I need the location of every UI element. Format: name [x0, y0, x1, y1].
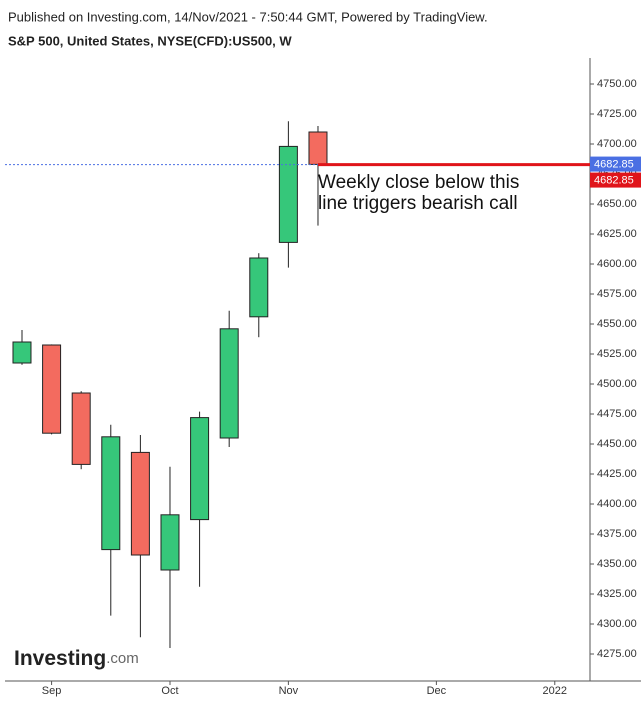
candle-body — [101, 436, 121, 551]
y-tick-label: 4425.00 — [597, 468, 637, 480]
x-tick-label: Nov — [279, 685, 299, 697]
candle-body — [190, 417, 210, 521]
y-tick-label: 4475.00 — [597, 408, 637, 420]
y-tick-label: 4375.00 — [597, 528, 637, 540]
y-tick-label: 4400.00 — [597, 498, 637, 510]
candle-body — [42, 344, 62, 434]
y-tick-label: 4750.00 — [597, 78, 637, 90]
candle-body — [308, 131, 328, 165]
logo: Investing.com — [14, 647, 139, 670]
candle-body — [160, 514, 180, 571]
y-tick-label: 4450.00 — [597, 438, 637, 450]
x-tick-label: 2022 — [543, 685, 567, 697]
candle-body — [130, 451, 150, 556]
y-tick-label: 4275.00 — [597, 648, 637, 660]
last-price-box — [590, 156, 641, 172]
level-box — [590, 172, 641, 188]
chart-title: S&P 500, United States, NYSE(CFD):US500,… — [8, 33, 292, 48]
y-tick-label: 4650.00 — [597, 198, 637, 210]
header: Published on Investing.com, 14/Nov/2021 … — [8, 9, 488, 24]
y-tick-label: 4500.00 — [597, 378, 637, 390]
x-tick-label: Sep — [42, 685, 62, 697]
candle-body — [219, 328, 239, 439]
candle-body — [12, 341, 32, 364]
y-tick-label: 4575.00 — [597, 288, 637, 300]
y-tick-label: 4325.00 — [597, 588, 637, 600]
y-tick-label: 4600.00 — [597, 258, 637, 270]
y-tick-label: 4350.00 — [597, 558, 637, 570]
y-tick-label: 4300.00 — [597, 618, 637, 630]
x-tick-label: Dec — [427, 685, 447, 697]
y-tick-label: 4725.00 — [597, 108, 637, 120]
y-tick-label: 4550.00 — [597, 318, 637, 330]
y-tick-label: 4625.00 — [597, 228, 637, 240]
candle-body — [249, 257, 269, 318]
y-tick-label: 4525.00 — [597, 348, 637, 360]
annotation: line triggers bearish call — [318, 193, 518, 214]
candle-body — [71, 392, 91, 465]
candle-body — [278, 145, 298, 243]
y-tick-label: 4700.00 — [597, 138, 637, 150]
level-label: 4682.85 — [594, 174, 634, 186]
last-price-label: 4682.85 — [594, 158, 634, 170]
x-tick-label: Oct — [161, 685, 178, 697]
annotation: Weekly close below this — [318, 172, 519, 193]
